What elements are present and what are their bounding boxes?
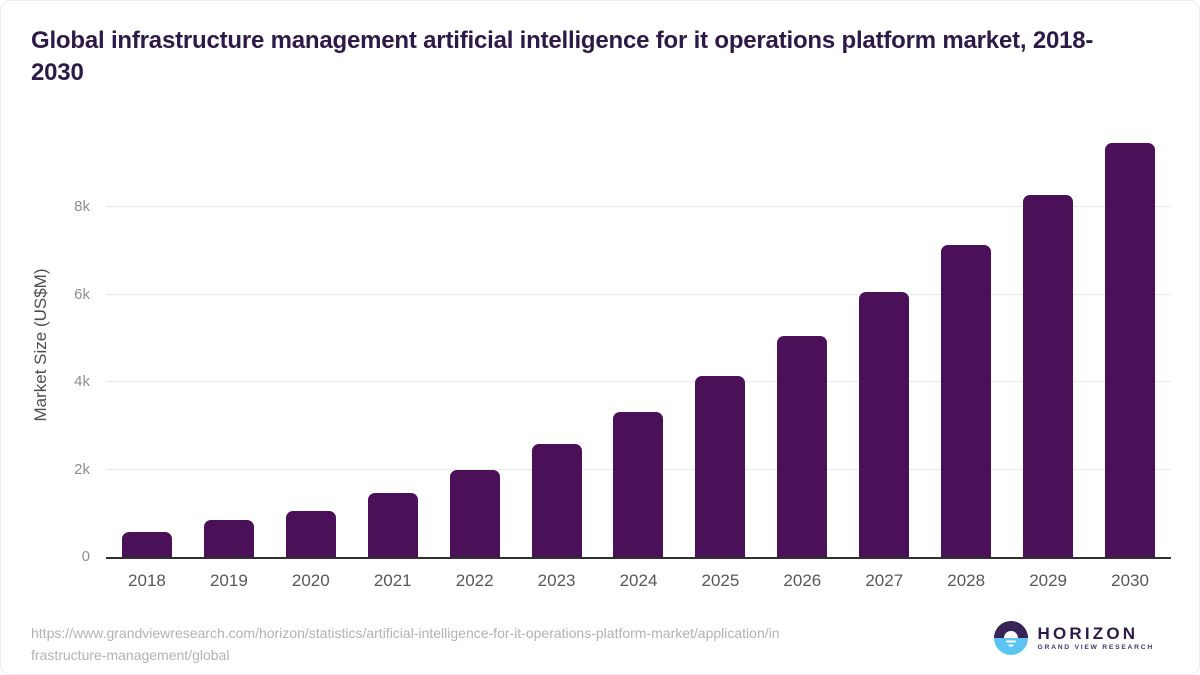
bar-slot-2020	[270, 131, 352, 557]
x-axis-labels: 2018 2019 2020 2021 2022 2023 2024 2025 2026 2027…	[106, 571, 1171, 591]
source-url: https://www.grandviewresearch.com/horizo…	[31, 622, 780, 666]
y-tick-0: 0	[81, 548, 90, 565]
source-url-line-2: frastructure-management/global	[31, 647, 230, 663]
x-label-2028: 2028	[947, 571, 986, 590]
logo-name: HORIZON	[1037, 624, 1139, 643]
x-label-2024: 2024	[619, 571, 658, 590]
bars-layer	[106, 131, 1171, 557]
bar-slot-2019	[188, 131, 270, 557]
plot-area: 0 2k 4k 6k 8k	[74, 131, 1171, 565]
bar-2025	[695, 375, 746, 557]
bar-2022	[449, 469, 500, 557]
bar-slot-2026	[761, 131, 843, 557]
bar-slot-2030	[1089, 131, 1171, 557]
x-label-2027: 2027	[865, 571, 904, 590]
sunrise-icon	[994, 621, 1029, 655]
gridline-8k	[106, 206, 1171, 207]
bar-slot-2018	[106, 131, 188, 557]
x-label-2029: 2029	[1029, 571, 1068, 590]
x-label-2022: 2022	[455, 571, 494, 590]
y-tick-8k: 8k	[74, 198, 90, 215]
x-label-2025: 2025	[701, 571, 740, 590]
x-label-2019: 2019	[209, 571, 248, 590]
bar-2019	[203, 519, 254, 557]
x-label-2026: 2026	[783, 571, 822, 590]
y-tick-6k: 6k	[74, 285, 90, 303]
bar-2020	[285, 510, 336, 557]
bar-2024	[613, 412, 664, 557]
x-label-2021: 2021	[373, 571, 412, 590]
horizon-logo: HORIZON GRAND VIEW RESEARCH	[994, 621, 1154, 655]
bar-slot-2024	[598, 131, 680, 557]
bar-2026	[777, 335, 828, 557]
bar-slot-2029	[1007, 131, 1089, 557]
bar-2030	[1105, 143, 1156, 557]
logo-subtitle: GRAND VIEW RESEARCH	[1037, 644, 1154, 651]
bar-2029	[1023, 195, 1074, 557]
bar-2018	[121, 531, 172, 557]
bar-slot-2025	[679, 131, 761, 557]
bar-slot-2023	[516, 131, 598, 557]
bar-slot-2027	[843, 131, 925, 557]
chart-title: Global infrastructure management artific…	[31, 27, 1094, 86]
bar-2023	[531, 443, 582, 557]
x-label-2023: 2023	[537, 571, 576, 590]
logo-text: HORIZON GRAND VIEW RESEARCH	[1037, 624, 1154, 652]
bar-slot-2022	[434, 131, 516, 557]
y-tick-2k: 2k	[74, 460, 90, 478]
bar-2021	[367, 492, 418, 557]
source-url-line-1: https://www.grandviewresearch.com/horizo…	[31, 625, 780, 641]
bar-2028	[941, 245, 992, 557]
x-label-2020: 2020	[291, 571, 330, 590]
bar-slot-2028	[925, 131, 1007, 557]
bar-slot-2021	[352, 131, 434, 557]
x-label-2030: 2030	[1111, 571, 1149, 590]
gridline-6k	[106, 293, 1171, 295]
y-tick-4k: 4k	[74, 373, 90, 390]
gridline-4k	[106, 381, 1171, 382]
bar-2027	[859, 292, 910, 557]
x-label-2018: 2018	[128, 571, 166, 590]
